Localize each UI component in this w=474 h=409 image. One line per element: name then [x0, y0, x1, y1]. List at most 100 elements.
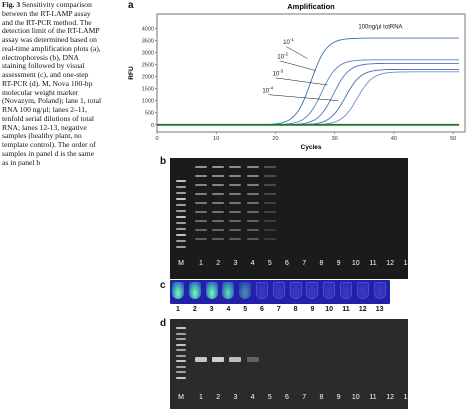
- caption-line: Sensitivity comparison: [22, 0, 92, 9]
- lane-label: 7: [302, 394, 307, 401]
- lane-label: 2: [216, 260, 221, 267]
- lane-band: [263, 220, 276, 222]
- lane-band: [263, 202, 276, 204]
- lane-band: [229, 202, 242, 204]
- lane-label: 11: [369, 260, 377, 267]
- lane-band: [229, 357, 242, 362]
- panel-label-a: a: [128, 0, 134, 11]
- marker-band: [176, 192, 186, 194]
- marker-band: [176, 338, 186, 340]
- y-tick-label: 3000: [142, 51, 154, 57]
- curve-annotation: 10-1: [283, 37, 294, 46]
- lane-band: [246, 211, 259, 213]
- lane-band: [246, 229, 259, 231]
- caption-line: assay was determined based on: [2, 35, 97, 44]
- annotation-arrow: [280, 60, 316, 71]
- panel-label-c: c: [160, 280, 166, 291]
- caption-line: staining followed by visual: [2, 61, 85, 71]
- lane-label: 1: [199, 260, 203, 267]
- caption-line: assessment (c), and one-step: [2, 70, 89, 79]
- panel-label-d: d: [160, 318, 167, 329]
- panel-label-b: b: [160, 156, 167, 167]
- caption-line: detection limit of the RT-LAMP: [2, 26, 100, 36]
- lane-label: 9: [336, 260, 341, 267]
- lane-band: [195, 238, 207, 240]
- sample-tube: [172, 282, 184, 299]
- tube-label: 13: [375, 306, 384, 313]
- figure-number: Fig. 3: [2, 0, 21, 9]
- lane-band: [246, 193, 259, 195]
- tube-label: 8: [293, 306, 298, 313]
- lane-band: [195, 229, 207, 231]
- tube-label: 1: [176, 306, 180, 313]
- lane-band: [229, 211, 242, 213]
- caption-line: real-time amplification plots (a),: [2, 43, 101, 53]
- marker-band: [176, 234, 186, 236]
- lane-band: [212, 202, 225, 204]
- y-tick-label: 2000: [142, 75, 154, 81]
- lane-band: [229, 175, 242, 177]
- lane-band: [212, 175, 225, 177]
- marker-band: [176, 327, 186, 329]
- lane-band: [246, 357, 259, 362]
- annotation-arrow: [268, 94, 339, 101]
- lane-band: [212, 193, 225, 195]
- sample-tube: [205, 282, 218, 299]
- lane-band: [195, 175, 207, 177]
- lane-label: 12: [386, 394, 395, 401]
- x-axis-label: Cycles: [301, 144, 322, 151]
- y-tick-label: 500: [145, 111, 154, 117]
- lane-band: [246, 202, 259, 204]
- caption-line: RNA; lanes 12-13, negative: [2, 122, 87, 132]
- x-tick-label: 10: [213, 136, 219, 142]
- lane-label: 7: [302, 260, 307, 267]
- lane-label: 6: [285, 394, 289, 401]
- caption-line: tenfold serial dilutions of total: [2, 113, 94, 123]
- tube-label: 11: [342, 306, 350, 313]
- marker-band: [176, 186, 186, 188]
- lane-band: [212, 238, 225, 240]
- marker-band: [176, 198, 186, 200]
- tube-label: 3: [209, 306, 214, 313]
- sample-tube: [256, 282, 268, 299]
- sample-tube: [289, 282, 302, 299]
- lane-band: [212, 229, 225, 231]
- lane-band: [195, 184, 207, 186]
- marker-band: [176, 216, 186, 218]
- lane-band: [229, 184, 242, 186]
- marker-band: [176, 222, 186, 224]
- curve-annotation: 100ng/μl totRNA: [358, 24, 402, 30]
- lane-label: 8: [319, 394, 324, 401]
- caption-line: template control). The order of: [2, 140, 96, 149]
- sample-tube: [323, 282, 336, 299]
- x-tick-label: 30: [332, 136, 338, 142]
- x-tick-label: 20: [272, 136, 278, 142]
- sample-tube: [340, 282, 352, 299]
- lane-band: [263, 211, 276, 213]
- lane-band: [246, 175, 259, 177]
- lane-band: [246, 238, 259, 240]
- tube-label: 12: [358, 306, 367, 313]
- tube-label: 5: [243, 306, 248, 313]
- lane-band: [263, 184, 276, 186]
- curve-annotation: 10-3: [273, 68, 284, 77]
- tube-label: 2: [192, 306, 197, 313]
- sample-tube: [188, 282, 201, 299]
- sample-tube: [272, 282, 285, 299]
- x-tick-label: 0: [155, 136, 158, 142]
- curve-annotation: 10-4: [262, 85, 273, 94]
- lane-label-marker: M: [178, 260, 184, 267]
- tube-label: 7: [276, 306, 281, 313]
- y-tick-label: 4000: [142, 26, 154, 32]
- y-axis-label: RFU: [128, 66, 135, 80]
- marker-band: [176, 240, 186, 242]
- lane-band: [195, 193, 207, 195]
- sample-tube: [239, 282, 252, 299]
- lane-label: 5: [267, 260, 272, 267]
- marker-band: [176, 371, 186, 373]
- lane-label: 13: [403, 260, 408, 267]
- marker-band: [176, 343, 186, 346]
- lane-label: 12: [386, 260, 395, 267]
